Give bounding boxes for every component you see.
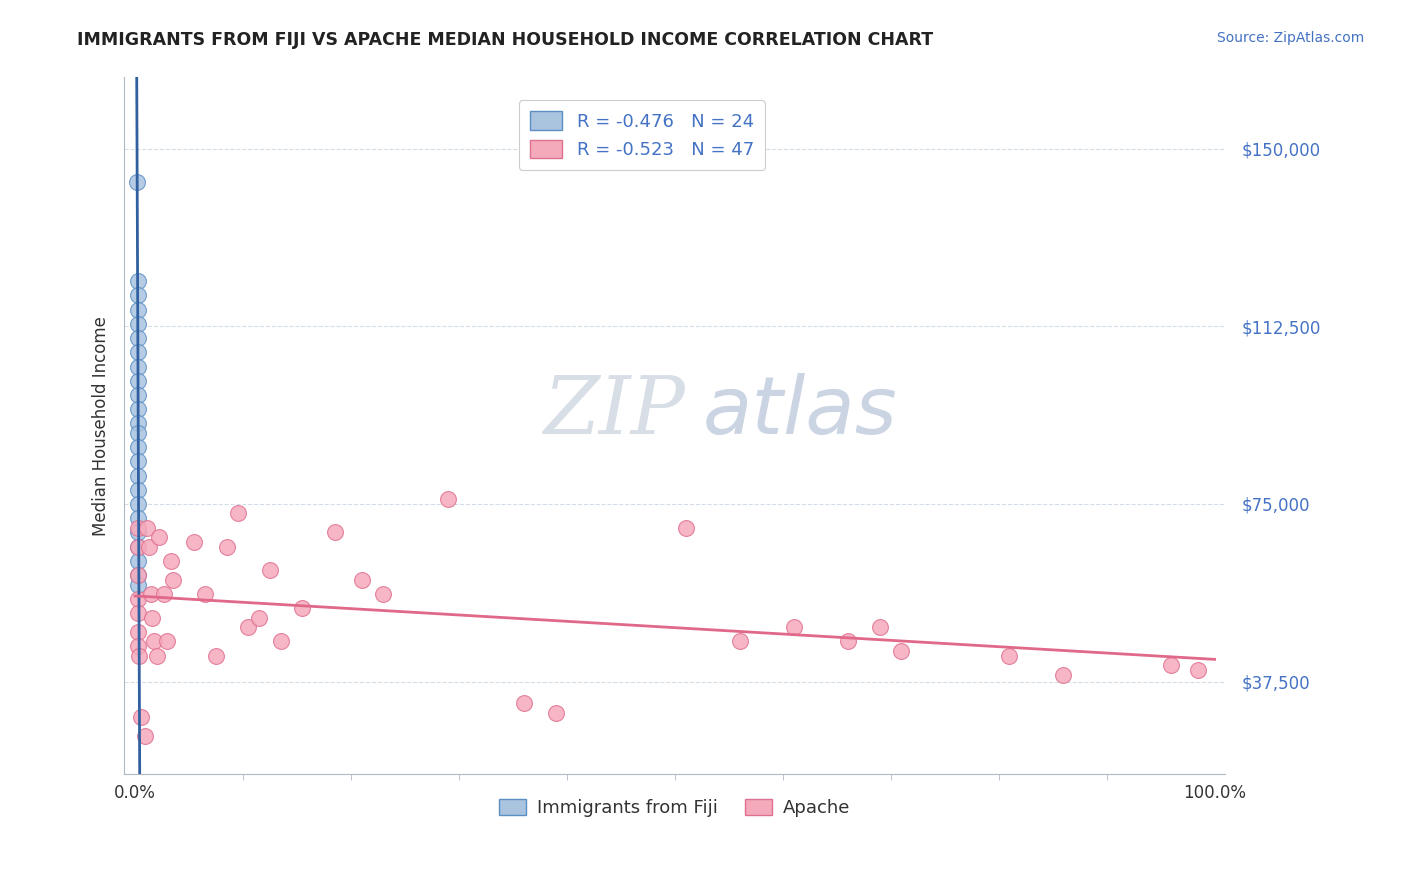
Point	[869, 620, 891, 634]
Point	[323, 525, 346, 540]
Text: IMMIGRANTS FROM FIJI VS APACHE MEDIAN HOUSEHOLD INCOME CORRELATION CHART: IMMIGRANTS FROM FIJI VS APACHE MEDIAN HO…	[77, 31, 934, 49]
Point	[127, 483, 149, 497]
Point	[127, 175, 149, 189]
Point	[127, 402, 149, 417]
Point	[247, 611, 270, 625]
Point	[127, 302, 149, 317]
Point	[127, 388, 149, 402]
Text: ZIP: ZIP	[543, 373, 685, 450]
Point	[134, 729, 156, 743]
Point	[373, 587, 395, 601]
Point	[291, 601, 314, 615]
Point	[127, 521, 149, 535]
Point	[1160, 658, 1182, 673]
Point	[145, 648, 167, 663]
Point	[127, 540, 149, 554]
Point	[259, 563, 281, 577]
Point	[127, 511, 149, 525]
Point	[127, 440, 149, 454]
Point	[148, 530, 170, 544]
Point	[127, 577, 149, 591]
Point	[205, 648, 228, 663]
Point	[270, 634, 292, 648]
Y-axis label: Median Household Income: Median Household Income	[93, 316, 110, 536]
Point	[127, 331, 149, 345]
Point	[143, 634, 166, 648]
Point	[127, 288, 149, 302]
Point	[215, 540, 238, 554]
Point	[837, 634, 859, 648]
Point	[141, 587, 163, 601]
Text: Source: ZipAtlas.com: Source: ZipAtlas.com	[1216, 31, 1364, 45]
Point	[998, 648, 1021, 663]
Point	[350, 573, 373, 587]
Point	[127, 417, 149, 431]
Legend: Immigrants from Fiji, Apache: Immigrants from Fiji, Apache	[492, 791, 858, 824]
Point	[127, 359, 149, 374]
Point	[782, 620, 804, 634]
Point	[238, 620, 260, 634]
Point	[226, 507, 249, 521]
Point	[194, 587, 217, 601]
Point	[127, 554, 149, 568]
Point	[153, 587, 176, 601]
Point	[127, 454, 149, 468]
Point	[1187, 663, 1209, 677]
Point	[127, 568, 149, 582]
Point	[437, 492, 460, 507]
Point	[141, 611, 163, 625]
Point	[127, 525, 149, 540]
Point	[127, 274, 149, 288]
Point	[128, 648, 150, 663]
Point	[135, 521, 157, 535]
Point	[512, 696, 534, 710]
Point	[156, 634, 179, 648]
Point	[127, 624, 149, 639]
Point	[183, 535, 205, 549]
Point	[159, 554, 181, 568]
Point	[127, 639, 149, 653]
Point	[127, 568, 149, 582]
Point	[675, 521, 697, 535]
Point	[131, 710, 153, 724]
Point	[728, 634, 751, 648]
Point	[138, 540, 160, 554]
Point	[127, 317, 149, 331]
Point	[127, 425, 149, 440]
Point	[890, 644, 912, 658]
Point	[1052, 667, 1074, 681]
Point	[127, 606, 149, 620]
Point	[127, 497, 149, 511]
Text: atlas: atlas	[703, 373, 897, 450]
Point	[544, 706, 567, 720]
Point	[127, 374, 149, 388]
Point	[162, 573, 184, 587]
Point	[127, 468, 149, 483]
Point	[127, 345, 149, 359]
Point	[127, 591, 149, 606]
Point	[127, 540, 149, 554]
